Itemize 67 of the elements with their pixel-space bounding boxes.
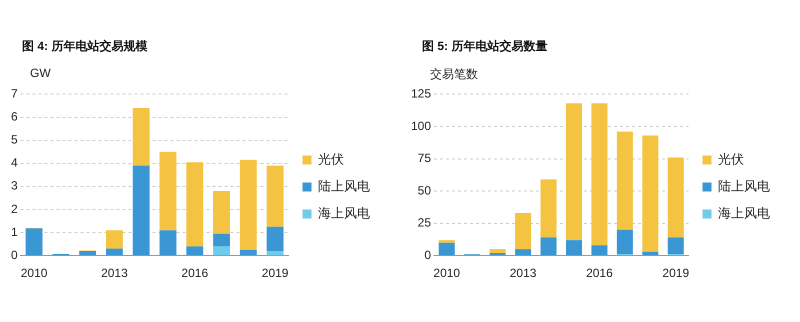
bar <box>213 246 230 256</box>
y-tick-label: 2 <box>10 202 18 216</box>
y-tick-label: 125 <box>410 86 432 101</box>
bar <box>616 132 633 230</box>
bar <box>515 249 532 256</box>
y-axis-title: 交易笔数 <box>430 66 478 83</box>
y-tick-label: 5 <box>10 132 18 147</box>
bar <box>438 242 455 256</box>
y-tick-label: 50 <box>418 183 432 198</box>
y-tick-label: 75 <box>418 151 432 166</box>
x-tick-label: 2016 <box>586 266 614 280</box>
bar <box>591 245 608 256</box>
bar <box>213 234 230 246</box>
x-tick-label: 2019 <box>262 266 289 280</box>
legend-label: 陆上风电 <box>318 178 370 194</box>
bar <box>26 228 42 256</box>
legend-label: 海上风电 <box>718 206 770 221</box>
bar <box>668 238 684 254</box>
x-tick-label: 2010 <box>433 266 460 280</box>
bar <box>240 250 257 256</box>
bar <box>266 250 284 256</box>
x-tick-label: 2010 <box>20 266 48 280</box>
bar <box>490 249 506 254</box>
chart-title: 图 4: 历年电站交易规模 <box>22 38 148 55</box>
bar <box>106 230 123 249</box>
bar <box>186 162 204 246</box>
bar <box>540 238 557 256</box>
y-tick-label: 0 <box>424 248 432 262</box>
legend-label: 光伏 <box>318 152 344 167</box>
bar <box>186 246 204 256</box>
bar <box>540 179 557 238</box>
bar <box>132 166 150 256</box>
bar <box>566 240 582 256</box>
chart-title: 图 5: 历年电站交易数量 <box>422 38 548 55</box>
bar <box>160 152 176 230</box>
bar <box>240 160 257 250</box>
y-tick-label: 7 <box>10 86 18 101</box>
bar <box>515 212 532 250</box>
y-tick-label: 4 <box>10 156 18 170</box>
y-tick-label: 1 <box>10 224 18 239</box>
bar <box>591 103 608 246</box>
legend-label: 光伏 <box>718 152 744 167</box>
bar <box>438 240 455 243</box>
x-tick-label: 2019 <box>662 266 690 280</box>
y-tick-label: 0 <box>10 248 18 262</box>
bar <box>266 226 284 251</box>
legend-label: 海上风电 <box>318 206 370 221</box>
x-tick-label: 2013 <box>510 266 537 280</box>
bar <box>132 108 150 166</box>
y-tick-label: 6 <box>10 110 18 124</box>
bar <box>160 230 176 256</box>
x-tick-label: 2013 <box>101 266 128 280</box>
y-tick-label: 25 <box>418 216 432 230</box>
y-axis-title: GW <box>30 66 51 80</box>
legend-label: 陆上风电 <box>718 178 770 194</box>
bar <box>266 166 284 227</box>
bar <box>642 252 658 256</box>
bar <box>616 230 633 254</box>
bar <box>213 191 230 234</box>
bar <box>668 157 684 238</box>
bar <box>642 136 658 252</box>
x-tick-label: 2016 <box>181 266 208 280</box>
y-tick-label: 100 <box>410 118 432 133</box>
bar <box>106 248 123 256</box>
bar <box>79 250 96 256</box>
bar <box>566 103 582 240</box>
y-tick-label: 3 <box>10 178 18 193</box>
